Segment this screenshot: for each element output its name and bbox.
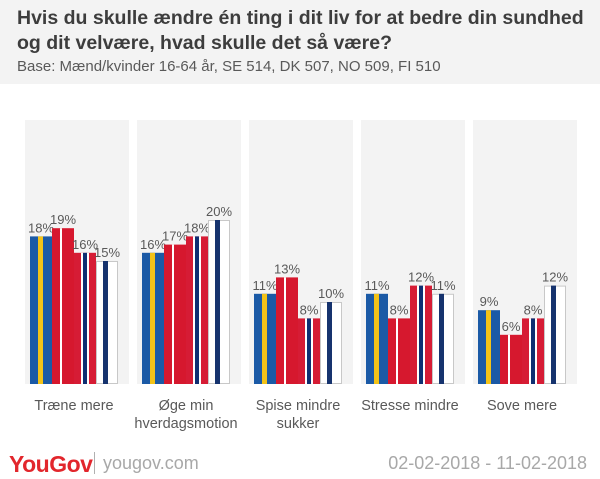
bar-dk (276, 277, 298, 384)
bar-dk-field (500, 334, 522, 384)
bar-fi (544, 285, 566, 385)
value-label: 18% (28, 220, 54, 235)
bar-dk-field (52, 228, 74, 384)
category-label: Træne mere (34, 398, 113, 414)
bar-dk-cross (60, 228, 62, 384)
bar-dk-cross (508, 334, 510, 384)
value-label: 15% (94, 245, 120, 260)
yougov-logo: YouGov (9, 451, 93, 477)
bar-dk-field (388, 318, 410, 384)
value-label: 10% (318, 286, 344, 301)
bar-dk-cross (284, 277, 286, 384)
footer-url: yougov.com (103, 453, 199, 473)
category-label: Stresse mindre (361, 398, 459, 414)
bar-dk (164, 244, 186, 384)
bar-se-cross (38, 236, 43, 384)
category-label: sukker (277, 416, 320, 432)
value-label: 6% (502, 319, 521, 334)
bar-se-cross (262, 293, 267, 384)
header-panel: Hvis du skulle ændre én ting i dit liv f… (0, 0, 600, 84)
value-label: 20% (206, 204, 232, 219)
bar-fi (432, 293, 454, 384)
value-label: 16% (140, 237, 166, 252)
bar-se-cross (150, 252, 155, 384)
value-label: 8% (300, 302, 319, 317)
value-label: 8% (390, 302, 409, 317)
footer-date-range: 02-02-2018 - 11-02-2018 (388, 453, 587, 473)
bar-fi-cross (103, 261, 108, 384)
value-label: 13% (274, 261, 300, 276)
bar-no-cross-blue (531, 318, 535, 384)
bar-dk (388, 318, 410, 384)
bar-no (186, 236, 208, 384)
bar-se (366, 293, 388, 384)
bar-no-cross-blue (195, 236, 199, 384)
category-label: Spise mindre (256, 398, 341, 414)
bar-fi-cross (215, 220, 220, 384)
bar-no-cross-blue (83, 252, 87, 384)
value-label: 18% (184, 220, 210, 235)
bar-no (298, 318, 320, 384)
value-label: 12% (408, 270, 434, 285)
bar-dk (500, 334, 522, 384)
bar-dk-cross (396, 318, 398, 384)
chart-title: Hvis du skulle ændre én ting i dit liv f… (17, 7, 584, 54)
value-label: 11% (364, 278, 389, 293)
bar-dk-field (276, 277, 298, 384)
bar-fi (208, 220, 230, 384)
bar-se (30, 236, 52, 384)
value-label: 8% (524, 302, 543, 317)
value-label: 9% (480, 294, 499, 309)
category-label: Sove mere (487, 398, 557, 414)
bar-no (74, 252, 96, 384)
bar-se (478, 310, 500, 384)
bar-no (522, 318, 544, 384)
bar-dk-field (164, 244, 186, 384)
value-label: 16% (72, 237, 98, 252)
footer-separator (94, 452, 95, 474)
value-label: 19% (50, 212, 76, 227)
value-label: 11% (430, 278, 455, 293)
bar-fi-cross (327, 302, 332, 384)
bar-dk (52, 228, 74, 384)
bar-no-cross-blue (419, 285, 423, 384)
bar-no (410, 285, 432, 384)
bar-se-cross (486, 310, 491, 384)
value-label: 11% (252, 278, 277, 293)
bar-se-cross (374, 293, 379, 384)
value-label: 17% (162, 229, 188, 244)
bar-fi (96, 261, 118, 384)
bar-no-cross-blue (307, 318, 311, 384)
category-label: Øge min (159, 398, 214, 414)
bar-dk-cross (172, 244, 174, 384)
category-label: hverdagsmotion (134, 416, 237, 432)
chart-subtitle: Base: Mænd/kvinder 16-64 år, SE 514, DK … (17, 58, 441, 75)
bar-fi-cross (551, 285, 556, 384)
bar-fi (320, 302, 342, 384)
bar-se (142, 252, 164, 384)
value-label: 12% (542, 270, 568, 285)
bar-fi-cross (439, 293, 444, 384)
bar-se (254, 293, 276, 384)
